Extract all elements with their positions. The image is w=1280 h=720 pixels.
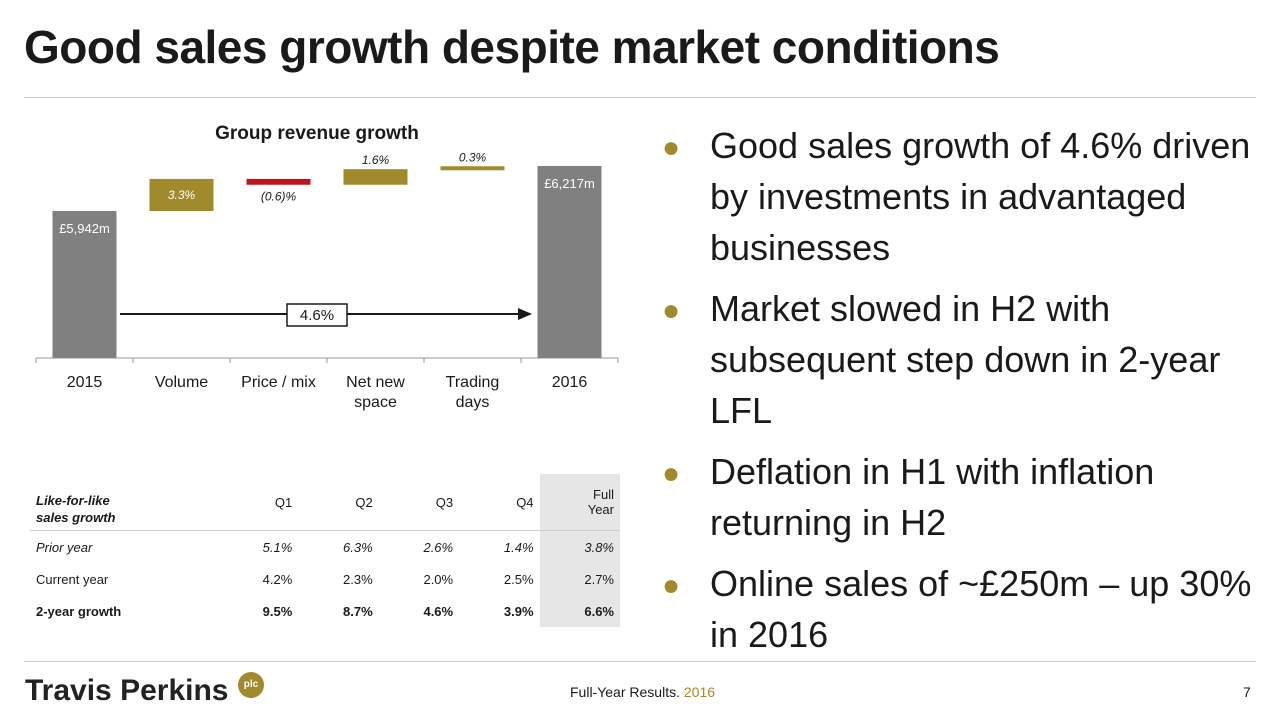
cell: 4.6% — [423, 603, 454, 619]
row-label: Current year — [36, 571, 109, 587]
x-tick-label: 2016 — [552, 374, 588, 391]
cell: 8.7% — [343, 603, 373, 619]
bullet-item: ● Market slowed in H2 with subsequent ste… — [660, 283, 1260, 436]
footer-year: 2016 — [683, 684, 716, 700]
company-logo: Travis Perkins — [25, 674, 229, 707]
chart-title: Group revenue growth — [215, 123, 419, 144]
bullet-item: ● Online sales of ~£250m – up 30% in 2016 — [660, 558, 1260, 660]
table-row: 2-year growth 9.5% 8.7% 4.6% 3.9% 6.6% — [30, 595, 620, 627]
col-q2: Q2 — [298, 474, 379, 531]
bullet-item: ● Deflation in H1 with inflation returnin… — [660, 446, 1260, 548]
bullet-dot-icon: ● — [662, 457, 681, 490]
bullet-text: Deflation in H1 with inflation returning… — [710, 451, 1155, 543]
row-label: Prior year — [36, 539, 93, 555]
x-tick-label: space — [354, 394, 397, 411]
table-rowhead-line2: sales growth — [36, 510, 116, 525]
plc-badge: plc — [238, 672, 264, 698]
title-divider — [24, 97, 1256, 98]
bar-data-label: 0.3% — [459, 150, 487, 164]
cell: 2.5% — [503, 571, 534, 587]
bar-step — [246, 178, 311, 185]
lfl-table: Like-for-like sales growth Q1 Q2 Q3 Q4 F… — [30, 474, 620, 627]
bullet-dot-icon: ● — [662, 131, 681, 164]
cell: 1.4% — [503, 539, 534, 555]
page-number: 7 — [1243, 684, 1251, 700]
cell: 2.0% — [423, 571, 454, 587]
cell: 2.3% — [343, 571, 373, 587]
table-rowhead-line1: Like-for-like — [36, 493, 110, 508]
cell: 4.2% — [262, 571, 293, 587]
col-q3: Q3 — [378, 474, 460, 531]
bullet-text: Market slowed in H2 with subsequent step… — [710, 288, 1221, 431]
cell-full-year: 6.6% — [539, 595, 620, 627]
cell: 9.5% — [262, 603, 293, 619]
cell: 2.6% — [423, 539, 454, 555]
col-q1: Q1 — [217, 474, 299, 531]
cell: 6.3% — [343, 539, 373, 555]
bullet-dot-icon: ● — [662, 569, 681, 602]
bar-total — [537, 166, 602, 358]
x-tick-label: Trading — [446, 374, 500, 391]
revenue-waterfall-chart: Group revenue growth £5,942m 2015 3.3% Volum… — [35, 123, 619, 411]
bar-data-label: (0.6)% — [261, 190, 297, 204]
bar-step — [440, 166, 505, 171]
cell-full-year: 2.7% — [539, 563, 620, 595]
table-row: Prior year 5.1% 6.3% 2.6% 1.4% 3.8% — [30, 530, 620, 563]
table-header-row: Like-for-like sales growth Q1 Q2 Q3 Q4 F… — [30, 474, 620, 531]
growth-label: 4.6% — [300, 307, 334, 324]
growth-arrow-head-icon — [518, 308, 532, 320]
footer-text: Full-Year Results. 2016 — [570, 684, 715, 700]
cell-full-year: 3.8% — [539, 530, 620, 563]
x-tick-label: Volume — [155, 374, 208, 391]
footer-divider — [24, 661, 1256, 662]
growth-label-box — [286, 303, 348, 327]
col-q4: Q4 — [459, 474, 540, 531]
bar-step — [343, 169, 408, 185]
bullet-text: Good sales growth of 4.6% driven by inve… — [710, 125, 1251, 268]
col-full-line2: Year — [587, 502, 614, 517]
x-tick-label: 2015 — [67, 374, 103, 391]
bar-step — [149, 178, 214, 211]
bullet-list: ● Good sales growth of 4.6% driven by inv… — [660, 120, 1260, 670]
bar-data-label: £5,942m — [59, 221, 110, 236]
bar-data-label: 1.6% — [362, 153, 390, 167]
bar-total — [52, 211, 117, 358]
bar-data-label: 3.3% — [168, 188, 196, 202]
footer-label: Full-Year Results. — [570, 684, 680, 700]
bullet-item: ● Good sales growth of 4.6% driven by inv… — [660, 120, 1260, 273]
row-label: 2-year growth — [36, 603, 122, 619]
bar-data-label: £6,217m — [544, 176, 595, 191]
x-tick-label: days — [456, 394, 490, 411]
bullet-dot-icon: ● — [662, 294, 681, 327]
cell: 3.9% — [503, 603, 534, 619]
x-tick-label: Net new — [346, 374, 405, 391]
bullet-text: Online sales of ~£250m – up 30% in 2016 — [710, 563, 1252, 655]
table-row: Current year 4.2% 2.3% 2.0% 2.5% 2.7% — [30, 563, 620, 595]
col-full-year: Full Year — [539, 474, 620, 531]
x-tick-label: Price / mix — [241, 374, 316, 391]
col-full-line1: Full — [593, 487, 614, 502]
table-rowhead: Like-for-like sales growth — [30, 474, 218, 531]
cell: 5.1% — [262, 539, 293, 555]
page-title: Good sales growth despite market conditi… — [24, 21, 1000, 73]
